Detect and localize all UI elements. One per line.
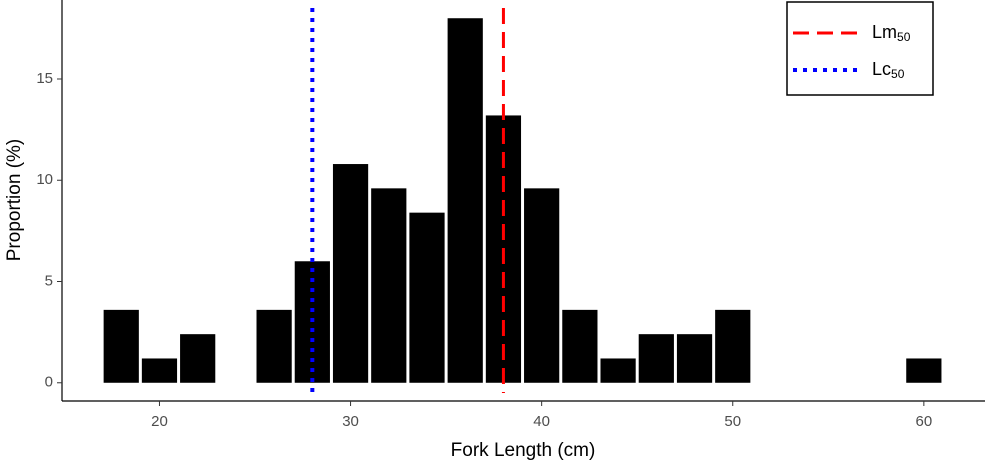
bar bbox=[906, 358, 942, 383]
bar bbox=[409, 212, 445, 383]
bar bbox=[676, 334, 713, 383]
x-tick-label: 50 bbox=[724, 413, 741, 430]
bar bbox=[141, 358, 178, 383]
bar bbox=[447, 18, 483, 383]
legend-box bbox=[786, 1, 934, 96]
y-tick-label: 5 bbox=[45, 272, 53, 289]
legend-label: Lm50 bbox=[872, 22, 911, 44]
bar bbox=[638, 334, 674, 383]
legend-subscript: 50 bbox=[897, 30, 911, 44]
bar bbox=[371, 188, 407, 383]
x-tick-label: 40 bbox=[533, 413, 550, 430]
bar bbox=[600, 358, 636, 383]
x-tick-label: 30 bbox=[342, 413, 359, 430]
x-axis-label: Fork Length (cm) bbox=[451, 440, 596, 461]
legend-name: Lm bbox=[872, 22, 897, 42]
legend-name: Lc bbox=[872, 59, 891, 79]
x-tick-label: 60 bbox=[916, 413, 933, 430]
legend-label: Lc50 bbox=[872, 59, 905, 81]
y-axis-label: Proportion (%) bbox=[4, 139, 25, 262]
bar bbox=[562, 309, 598, 383]
bar bbox=[524, 188, 560, 383]
bar bbox=[332, 164, 369, 383]
y-tick-label: 15 bbox=[36, 70, 53, 87]
bar bbox=[256, 309, 292, 383]
bar bbox=[715, 309, 751, 383]
x-tick-label: 20 bbox=[151, 413, 168, 430]
bar bbox=[103, 309, 139, 383]
bar bbox=[180, 334, 216, 383]
legend-subscript: 50 bbox=[891, 67, 905, 81]
y-tick-label: 10 bbox=[36, 171, 53, 188]
y-tick-label: 0 bbox=[45, 374, 53, 391]
